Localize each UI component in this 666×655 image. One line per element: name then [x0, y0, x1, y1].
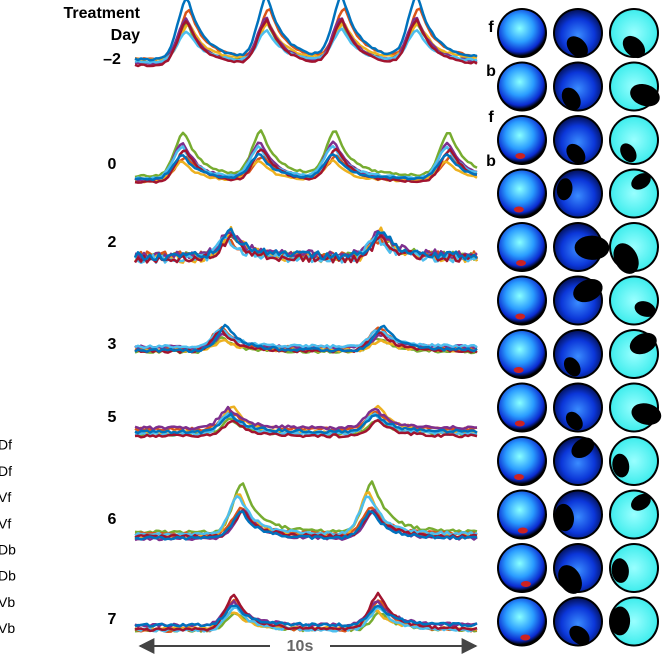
legend-entry: Df [0, 437, 12, 453]
title-line: Treatment Day [64, 5, 141, 44]
trace [133, 227, 478, 262]
tile-shadow [631, 493, 651, 511]
tile-shadow [565, 411, 583, 431]
trace [134, 323, 478, 354]
tile-shadow [629, 332, 657, 355]
trace [134, 129, 478, 179]
tile-shadow [558, 565, 582, 594]
row-label: 5 [108, 409, 117, 426]
tile-hot [520, 634, 531, 641]
tile-shadow [571, 437, 595, 459]
tile-shadow [630, 84, 660, 107]
tile-hot [513, 367, 524, 373]
tile-fill [499, 63, 545, 110]
tile-shadow [573, 278, 603, 303]
legend-entry: Vb [0, 594, 15, 610]
row-label: 3 [108, 336, 117, 353]
trace [134, 152, 478, 182]
legend-entry: Db [0, 542, 16, 558]
trace [134, 591, 478, 633]
tile-shadow [612, 453, 630, 478]
view-label: f [488, 19, 494, 36]
tile-hot [514, 474, 525, 480]
tile-fill [499, 331, 545, 377]
trace [134, 599, 478, 628]
tile-fill [499, 545, 545, 591]
trace [134, 0, 478, 62]
tile-shadow [634, 301, 656, 317]
row-label: 7 [108, 611, 117, 628]
trace [134, 494, 478, 537]
tile-shadow [622, 35, 646, 59]
tile-shadow [574, 235, 610, 260]
row-label: 0 [108, 156, 117, 173]
tile-shadow [631, 173, 651, 190]
trace [133, 233, 478, 264]
tile-hot [515, 153, 526, 159]
tile-fill [499, 170, 545, 217]
trace [134, 147, 478, 184]
legend-entry: Db [0, 568, 16, 584]
tile-shadow [609, 606, 631, 636]
tile-fill [499, 438, 545, 484]
view-label: f [488, 109, 494, 126]
image-tiles [497, 8, 662, 647]
tile-fill [499, 598, 545, 645]
trace [134, 480, 478, 535]
tile-shadow [563, 357, 581, 377]
tile-fill [499, 224, 545, 270]
trace [134, 27, 478, 64]
view-label: b [486, 153, 496, 170]
tile-shadow [613, 243, 639, 274]
trace [134, 604, 478, 628]
scale-bg [270, 637, 330, 655]
traces [133, 0, 479, 634]
tile-hot [516, 260, 527, 266]
tile-fill [555, 598, 601, 645]
row-label: 6 [108, 511, 117, 528]
tile-hot [515, 313, 526, 320]
trace [134, 418, 478, 439]
row-label: –2 [103, 51, 121, 68]
tile-fill [499, 10, 545, 56]
scale-label: 10s [287, 638, 314, 655]
trace [134, 510, 478, 541]
tile-fill [499, 117, 545, 163]
tile-fill [611, 10, 657, 56]
row-label: 2 [108, 234, 117, 251]
tile-hot [520, 581, 531, 587]
legend-entry: Df [0, 463, 12, 479]
tile-shadow [611, 558, 629, 583]
tile-fill [499, 277, 545, 324]
tile-shadow [556, 178, 573, 201]
tile-hot [513, 206, 524, 213]
legend-entry: Vb [0, 620, 15, 636]
tile-hot [517, 527, 528, 534]
tile-shadow [554, 503, 574, 532]
trace [134, 405, 478, 431]
legend-entry: Vf [0, 515, 11, 531]
tile-shadow [566, 143, 586, 164]
tile-hot [514, 420, 525, 427]
tile-fill [499, 491, 545, 538]
trace [134, 412, 478, 435]
tile-shadow [569, 625, 590, 646]
tile-shadow [566, 36, 588, 58]
trace [134, 328, 478, 350]
legend-entry: Vf [0, 489, 11, 505]
view-label: b [486, 63, 496, 80]
tile-fill [555, 10, 601, 56]
tile-fill [499, 384, 545, 431]
tile-shadow [561, 87, 581, 110]
tile-shadow [631, 403, 662, 425]
trace [134, 18, 478, 68]
tile-shadow [620, 143, 637, 163]
